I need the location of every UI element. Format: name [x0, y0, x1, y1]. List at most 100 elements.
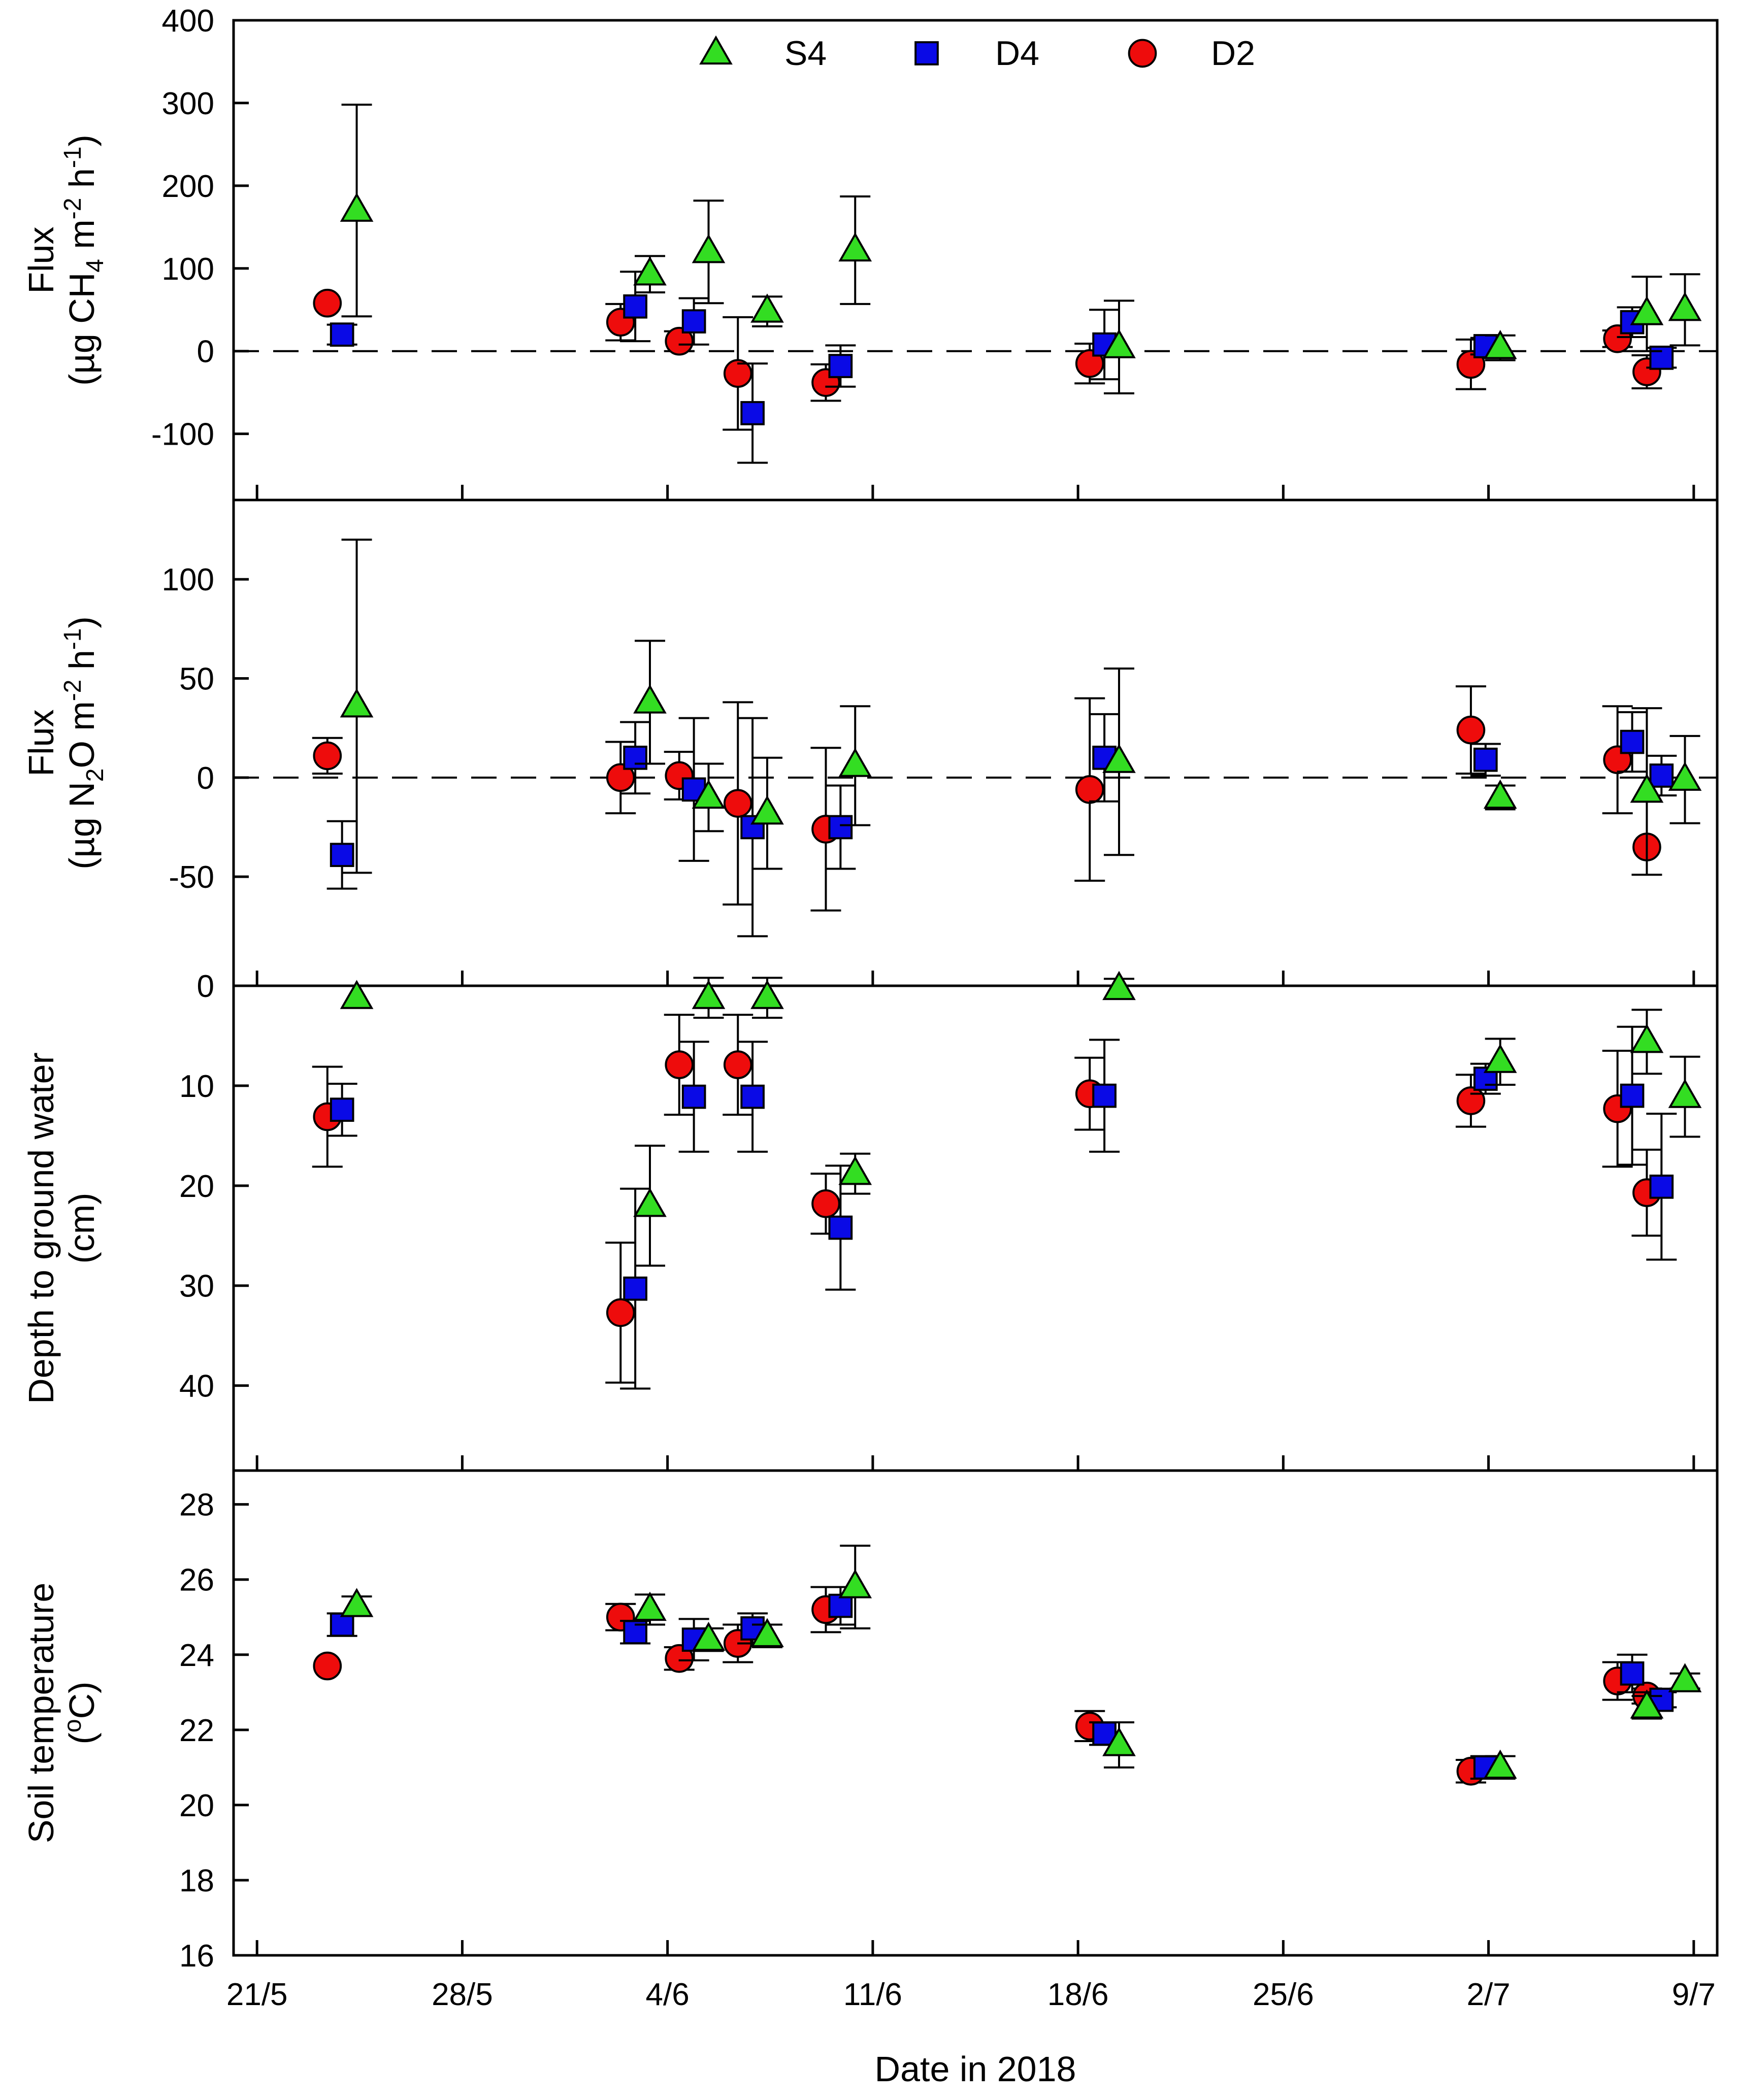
data-point-d4: [1649, 345, 1674, 370]
y-tick-label: 22: [179, 1713, 214, 1748]
data-point-s4: [1630, 296, 1664, 325]
legend-label: S4: [784, 34, 827, 73]
data-point-d2: [723, 359, 752, 388]
panel-n2o: -50 0 50 100 Flux(µg N2O m-2 h-1): [21, 498, 1719, 987]
data-point-d2: [1456, 1086, 1486, 1115]
y-axis-label-line2: (µg CH4 m-2 h-1): [59, 135, 109, 386]
y-tick-label: 100: [162, 252, 214, 287]
data-point-d4: [1473, 747, 1498, 772]
y-tick-label: 28: [179, 1488, 214, 1523]
data-point-d4: [330, 843, 354, 868]
data-point-d4: [828, 1215, 853, 1240]
y-tick-label: 18: [179, 1863, 214, 1898]
legend-marker-d4: [914, 41, 939, 65]
y-tick-label: 10: [179, 1069, 214, 1104]
x-tick-label: 28/5: [432, 1977, 493, 2012]
legend-entry-s4: S4: [699, 34, 827, 73]
x-axis: 21/5 28/5 4/6 11/6 18/6 25/6 2/7 9/7 Date in 201…: [226, 1977, 1716, 2089]
x-axis-label: Date in 2018: [875, 2049, 1076, 2089]
data-point-s4: [1630, 773, 1664, 803]
series-s4: [340, 104, 1702, 394]
data-point-s4: [1102, 971, 1136, 1001]
data-point-d4: [330, 322, 354, 347]
data-point-s4: [340, 688, 374, 718]
data-point-s4: [1630, 1689, 1664, 1719]
x-tick-label: 4/6: [646, 1977, 690, 2012]
data-point-d4: [1620, 1083, 1645, 1108]
series-s4: [340, 1545, 1702, 1780]
series-d2: [312, 685, 1661, 912]
data-point-d4: [1620, 729, 1645, 754]
data-point-d4: [1092, 1083, 1117, 1108]
legend-marker-s4: [699, 35, 733, 65]
data-point-d4: [1649, 1174, 1674, 1199]
data-point-d4: [828, 815, 853, 840]
data-point-d2: [665, 1050, 694, 1079]
y-axis-label-line1: Flux: [21, 226, 61, 293]
y-tick-label: 20: [179, 1788, 214, 1823]
data-point-d4: [623, 745, 647, 770]
panel-depth: 0 10 20 30 40 Depth to ground water (cm): [21, 969, 1719, 1472]
panel-temp: 16 18 20 22 24 26 28 Soil temperature (oC): [21, 1469, 1719, 1974]
data-point-d2: [723, 1050, 752, 1079]
y-tick-label: 26: [179, 1563, 214, 1598]
panel-frame: [232, 1469, 1719, 1957]
y-tick-label: 24: [179, 1638, 214, 1673]
data-point-d2: [723, 789, 752, 818]
data-point-s4: [633, 1591, 667, 1621]
data-point-d4: [623, 294, 647, 319]
series-d4: [326, 1586, 1677, 1780]
x-tick-label: 25/6: [1253, 1977, 1314, 2012]
y-axis-label-line2: (cm): [62, 1193, 102, 1264]
data-point-d4: [330, 1612, 354, 1637]
data-point-s4: [692, 779, 726, 809]
data-point-s4: [1483, 1749, 1517, 1779]
data-point-s4: [1668, 291, 1702, 321]
y-tick-label: 200: [162, 169, 214, 204]
data-point-s4: [750, 293, 784, 323]
data-point-s4: [692, 1621, 726, 1651]
data-point-d2: [606, 763, 635, 792]
legend-label: D2: [1211, 34, 1255, 73]
series-d4: [326, 1025, 1677, 1390]
y-tick-label: 16: [179, 1939, 214, 1974]
data-point-d2: [1075, 349, 1104, 378]
legend-entry-d2: D2: [1128, 34, 1255, 73]
y-tick-label: 0: [197, 761, 214, 796]
data-point-d4: [1620, 1661, 1645, 1686]
y-tick-label: 100: [162, 562, 214, 597]
legend-marker-d2: [1128, 39, 1157, 68]
data-point-d4: [1649, 763, 1674, 788]
data-point-d4: [740, 401, 765, 425]
series-s4: [340, 539, 1702, 876]
y-axis-label-line2: (oC): [59, 1682, 102, 1745]
data-point-s4: [340, 1588, 374, 1617]
data-point-d2: [1075, 775, 1104, 804]
data-point-s4: [692, 980, 726, 1009]
data-point-d4: [828, 1593, 853, 1618]
data-point-d4: [330, 1097, 354, 1122]
y-axis-label-line2: (µg N2O m-2 h-1): [59, 616, 109, 870]
y-tick-label: -50: [169, 860, 214, 895]
data-point-s4: [1483, 1044, 1517, 1073]
data-point-s4: [633, 684, 667, 714]
data-point-s4: [633, 256, 667, 286]
y-axis-label-line1: Flux: [21, 709, 61, 776]
data-point-d2: [313, 288, 342, 318]
y-axis-label-line1: Soil temperature: [21, 1583, 61, 1844]
y-tick-label: 40: [179, 1369, 214, 1404]
data-point-s4: [692, 234, 726, 263]
panel-ch4: -100 0 100 200 300 400 Flux(µg CH4 m-2 h-1): [21, 4, 1719, 502]
data-point-s4: [1102, 744, 1136, 773]
y-tick-label: 300: [162, 86, 214, 121]
y-tick-label: 0: [197, 969, 214, 1004]
y-tick-label: 20: [179, 1169, 214, 1204]
data-point-s4: [1668, 1663, 1702, 1692]
data-point-s4: [1630, 1023, 1664, 1053]
series-d4: [326, 711, 1677, 938]
data-point-s4: [838, 748, 872, 777]
data-point-s4: [1668, 1079, 1702, 1108]
data-point-s4: [1668, 761, 1702, 791]
